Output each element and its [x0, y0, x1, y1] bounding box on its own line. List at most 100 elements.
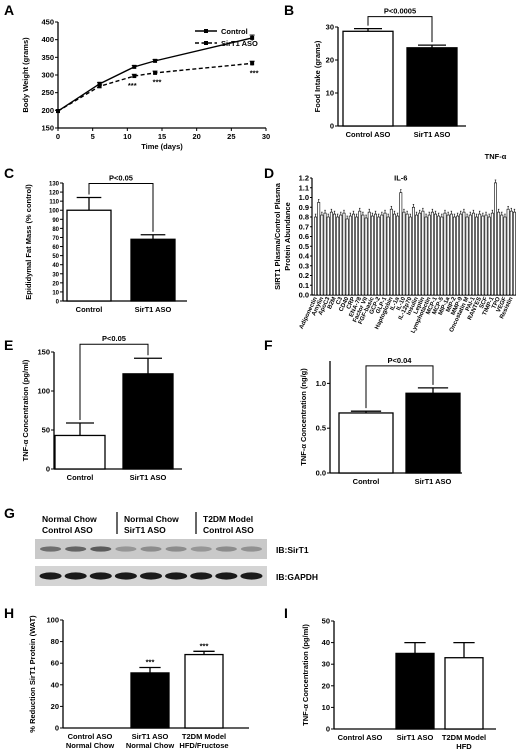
y-tick-label: 0 — [55, 724, 59, 733]
blot-band-sirt1 — [140, 546, 162, 552]
y-tick-label: 450 — [41, 18, 54, 27]
y-tick-label: 90 — [52, 218, 59, 224]
y-tick-label: 40 — [52, 263, 59, 269]
y-tick-label: 1.0 — [299, 193, 309, 202]
chart-e-tnf-plasma: 0 50 100 150 TNF-α Concentration (pg/ml) Cont… — [21, 334, 182, 482]
bar — [449, 213, 453, 296]
significance-label: *** — [153, 78, 162, 87]
y-tick-label: 60 — [52, 245, 59, 251]
y-tick-label: 100 — [49, 209, 60, 215]
data-point — [250, 35, 255, 40]
panel-label-e: E — [4, 337, 13, 353]
y-tick-label: 10 — [52, 290, 59, 296]
x-category-label: TPO — [491, 296, 502, 310]
x-tick-label: 30 — [262, 132, 270, 141]
bar — [471, 212, 475, 296]
y-tick-label: 350 — [41, 53, 54, 62]
y-axis-title: Epididymal Fat Mass (% control) — [24, 184, 33, 300]
panel-label-a: A — [4, 2, 14, 18]
y-axis-title: TNF-α Concentration (pg/ml) — [301, 624, 310, 726]
blot-band-gapdh — [165, 572, 188, 580]
y-tick-label: 0.4 — [299, 252, 310, 261]
bar — [443, 212, 447, 296]
x-category-label: SCF — [479, 296, 490, 310]
bar — [512, 211, 516, 296]
y-tick-label: 1.0 — [316, 379, 326, 388]
y-tick-label: 0 — [46, 465, 50, 474]
bar — [444, 657, 484, 730]
significance-bracket — [88, 183, 154, 232]
bar — [478, 213, 482, 296]
y-tick-label: 30 — [322, 660, 330, 669]
y-tick-label: 70 — [52, 236, 59, 242]
x-category-label: CRP — [346, 296, 357, 310]
y-tick-label: 10 — [322, 703, 330, 712]
y-tick-label: 10 — [326, 89, 334, 98]
bar — [54, 434, 106, 470]
panel-label-i: I — [284, 605, 288, 621]
p-value-label: P<0.0005 — [384, 7, 416, 16]
blot-bands-sirt1 — [40, 546, 262, 552]
y-tick-label: 1.2 — [299, 174, 309, 183]
blot-band-gapdh — [240, 572, 263, 580]
bar — [130, 672, 170, 729]
blot-band-gapdh — [190, 572, 213, 580]
bar — [411, 206, 415, 296]
data-point — [97, 84, 102, 89]
bar — [456, 215, 460, 296]
x-tick-label: 10 — [123, 132, 131, 141]
blot-group-1-line1: Normal Chow — [42, 514, 97, 524]
bar — [338, 412, 394, 474]
y-tick-label: 0 — [326, 725, 330, 734]
series-line — [57, 62, 253, 112]
y-tick-label: 0.2 — [299, 271, 309, 280]
bar — [122, 373, 174, 470]
bar — [364, 217, 368, 296]
bar — [395, 652, 435, 730]
x-axis-title: Time (days) — [141, 142, 183, 151]
bar — [336, 216, 340, 296]
x-tick-label: 15 — [158, 132, 166, 141]
y-tick-label: 20 — [326, 56, 334, 65]
bar — [462, 211, 466, 296]
blot-band-gapdh — [64, 572, 87, 580]
bar — [380, 214, 384, 296]
blot-group-3-line2: Control ASO — [203, 525, 254, 535]
p-value-label: P<0.05 — [102, 334, 126, 343]
legend-label: Control — [221, 27, 248, 36]
y-tick-label: 80 — [52, 227, 59, 233]
y-axis-title: SIRT1 Plasma/Control Plasma — [273, 182, 282, 290]
bar — [386, 216, 390, 296]
x-category-label: Control — [67, 473, 94, 482]
chart-d-plasma-protein: 0.00.10.20.30.40.50.60.70.80.91.01.11.2 S… — [273, 152, 516, 334]
chart-f-tnf-tissue: 0.0 0.5 1.0 TNF-α Concentration (ng/g) Contr… — [299, 356, 462, 486]
x-category-label: Control ASO — [346, 130, 391, 139]
x-tick-label: 20 — [192, 132, 200, 141]
bar — [475, 216, 478, 296]
y-tick-label: 0 — [330, 122, 334, 131]
data-point — [132, 74, 137, 79]
blot-row-label-sirt1: IB:SirT1 — [276, 545, 309, 555]
y-tick-label: 130 — [49, 182, 60, 188]
significance-bracket — [365, 365, 434, 409]
y-tick-label: 200 — [41, 106, 54, 115]
y-tick-label: 0.0 — [316, 469, 326, 478]
y-tick-label: 20 — [322, 681, 330, 690]
bar — [494, 182, 497, 296]
blot-group-1-line2: Control ASO — [42, 525, 93, 535]
bar — [427, 214, 431, 296]
x-category-label: B2M — [327, 296, 338, 310]
highlight-label-il6: IL-6 — [394, 174, 407, 183]
significance-bracket — [367, 16, 433, 43]
bar — [370, 215, 374, 296]
y-tick-label: 80 — [51, 637, 59, 646]
bar — [320, 214, 324, 296]
x-category-label: SirT1 ASO — [130, 473, 167, 482]
panel-label-b: B — [284, 2, 294, 18]
bar — [500, 214, 504, 296]
bar — [184, 653, 224, 729]
bar — [326, 216, 330, 296]
bar — [484, 214, 488, 296]
bar — [453, 216, 456, 296]
bar — [348, 215, 352, 296]
